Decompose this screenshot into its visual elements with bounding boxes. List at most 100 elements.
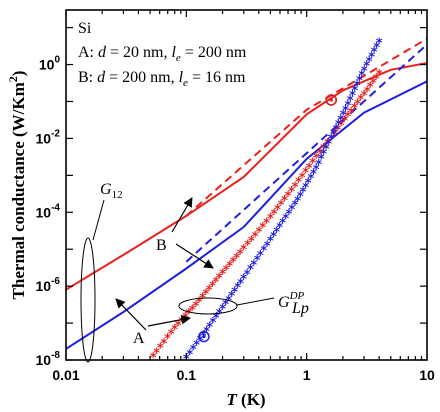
star-marker: * [351,102,358,117]
dashed-series-line [185,37,427,217]
star-marker: * [267,235,274,250]
star-marker: * [292,181,299,196]
circle-marker-center [329,98,333,102]
star-marker: * [325,138,332,153]
circle-marker [198,330,210,343]
star-marker: * [276,221,283,236]
star-marker: * [333,123,340,138]
star-marker: * [357,93,364,108]
star-marker: * [302,181,309,196]
y-tick-label: 10-4 [36,202,61,220]
series-layer: ****************************************… [66,36,427,366]
star-marker: * [219,302,226,317]
star-marker: * [175,319,182,334]
star-marker: * [192,299,199,314]
star-marker: * [297,190,304,205]
star-marker: * [270,230,277,245]
star-marker: * [349,89,356,104]
dashed-series-line [185,43,427,263]
material-label: Si [78,20,92,37]
star-marker: * [328,132,335,147]
ticks-layer: 0.01 0.1 1 10 10-8 10-6 10-4 10-2 100 [36,10,435,383]
star-marker: * [250,258,257,273]
star-marker: * [292,199,299,214]
star-marker: * [368,50,375,65]
star-marker: * [209,316,216,331]
star-marker: * [171,323,178,338]
star-marker: * [300,185,307,200]
star-marker: * [267,212,274,227]
star-marker: * [190,343,197,358]
star-marker: * [331,128,338,143]
star-marker: * [344,110,351,125]
star-marker: * [157,342,164,357]
arrow-a-lower [115,298,147,331]
star-marker: * [150,351,157,366]
star-marker: * [231,285,238,300]
star-marker: * [366,55,373,70]
circle-marker [325,94,337,106]
star-marker: * [299,171,306,186]
star-marker: * [240,273,247,288]
star-marker: * [199,292,206,307]
star-marker: * [202,288,209,303]
star-marker: * [364,85,371,100]
star-marker: * [347,94,354,109]
star-marker: * [153,346,160,361]
star-marker: * [196,296,203,311]
y-tick-label: 10-6 [36,276,61,294]
star-marker: * [216,307,223,322]
star-marker: * [230,255,237,270]
gdp-subscript: Lp [291,300,309,317]
solid-series-line [66,80,427,350]
x-tick-label: 0.01 [52,367,79,383]
star-series: ****************************************… [150,68,383,366]
star-marker: * [271,208,278,223]
star-marker: * [226,259,233,274]
star-marker: * [185,307,192,322]
star-marker: * [340,109,347,124]
star-series: ****************************************… [183,36,383,360]
star-marker: * [338,119,345,134]
star-marker: * [209,280,216,295]
star-marker: * [189,303,196,318]
star-marker: * [334,124,341,139]
star-marker: * [213,311,220,326]
arrow-b-lower [175,243,214,269]
x-tick-label: 1 [303,367,311,383]
star-marker: * [219,268,226,283]
gdp-label: GDP [278,290,305,311]
star-marker: * [252,230,259,245]
star-marker: * [328,132,335,147]
star-marker: * [206,284,213,299]
g12-ellipse [80,237,96,363]
star-marker: * [282,212,289,227]
star-marker: * [237,247,244,262]
star-marker: * [233,251,240,266]
g12-label: G12 [100,181,123,201]
star-marker: * [354,98,361,113]
star-marker: * [305,176,312,191]
star-marker: * [168,328,175,343]
star-marker: * [370,77,377,92]
star-marker: * [193,339,200,354]
gdp-ellipse [178,297,238,315]
star-marker: * [260,244,267,259]
circle-marker-center [202,335,206,339]
solid-series-line [66,62,427,291]
star-marker: * [234,281,241,296]
star-marker: * [310,167,317,182]
annotation-shapes [80,197,275,363]
star-marker: * [342,104,349,119]
plot-frame [65,9,428,361]
y-tick-label: 10-8 [36,350,61,368]
star-marker: * [264,239,271,254]
star-marker: * [222,298,229,313]
star-marker: * [354,79,361,94]
star-marker: * [320,142,327,157]
star-marker: * [254,254,261,269]
star-marker: * [197,334,204,349]
gdp-leader [236,297,275,306]
star-marker: * [228,290,235,305]
star-marker: * [248,234,255,249]
